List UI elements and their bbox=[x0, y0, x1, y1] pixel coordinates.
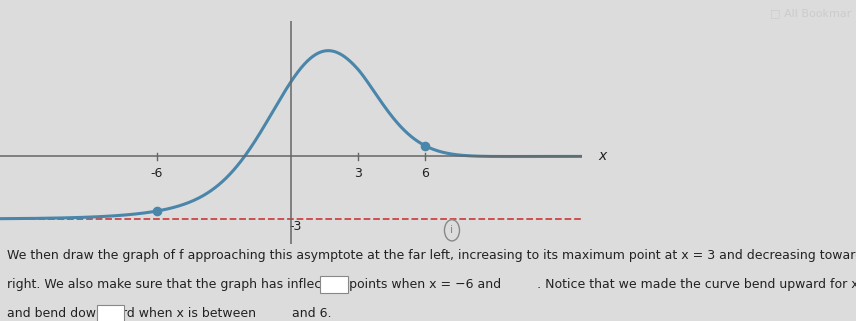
Text: right. We also make sure that the graph has inflection points when x = −6 and   : right. We also make sure that the graph … bbox=[7, 278, 856, 291]
Text: 3: 3 bbox=[354, 167, 362, 180]
Text: and bend downward when x is between         and 6.: and bend downward when x is between and … bbox=[7, 307, 331, 320]
Point bbox=[419, 143, 432, 148]
Text: -3: -3 bbox=[289, 220, 301, 233]
Point bbox=[150, 209, 163, 214]
Text: □ All Bookmar: □ All Bookmar bbox=[770, 8, 852, 18]
Text: x: x bbox=[598, 149, 606, 163]
Text: 6: 6 bbox=[421, 167, 430, 180]
Text: We then draw the graph of f approaching this asymptote at the far left, increasi: We then draw the graph of f approaching … bbox=[7, 249, 856, 262]
Text: -6: -6 bbox=[151, 167, 163, 180]
Text: i: i bbox=[450, 225, 454, 235]
